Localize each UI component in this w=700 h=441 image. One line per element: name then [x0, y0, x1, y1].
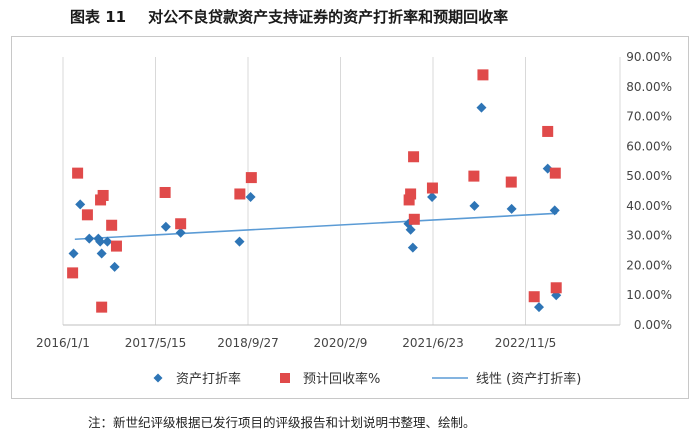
- discount-rate-point: [75, 199, 86, 210]
- y-tick-label: 80.00%: [626, 80, 672, 94]
- axes: 2016/1/1 2017/5/15 2018/9/27 2020/2/9 2021/6…: [36, 50, 672, 350]
- recovery-rate-point: [245, 172, 257, 184]
- figure-caption: 对公不良贷款资产支持证券的资产打折率和预期回收率: [148, 8, 509, 26]
- recovery-rate-point: [549, 167, 561, 179]
- legend: 资产打折率 预计回收率% 线性 (资产打折率): [153, 371, 581, 387]
- recovery-rate-point: [426, 182, 438, 194]
- y-tick-label: 50.00%: [626, 169, 672, 183]
- trendline: [74, 212, 558, 241]
- y-tick-label: 20.00%: [626, 258, 672, 272]
- recovery-rate-point: [403, 194, 415, 206]
- x-tick-label: 2021/6/23: [402, 336, 464, 350]
- y-tick-label: 40.00%: [626, 199, 672, 213]
- discount-rate-point: [160, 221, 171, 232]
- recovery-rate-point: [67, 267, 79, 279]
- figure-number: 图表 11: [70, 8, 127, 26]
- discount-rate-point: [84, 233, 95, 244]
- recovery-rate-point: [81, 209, 93, 221]
- x-tick-label: 2022/11/5: [495, 336, 557, 350]
- y-tick-label: 70.00%: [626, 110, 672, 124]
- recovery-rate-point: [106, 219, 118, 231]
- discount-rate-point: [95, 236, 106, 247]
- discount-rate-point: [405, 224, 416, 235]
- discount-rate-point: [96, 248, 107, 259]
- recovery-rate-point: [408, 213, 420, 225]
- recovery-rate-point: [159, 186, 171, 198]
- discount-rate-point: [549, 205, 560, 216]
- legend-label: 预计回收率%: [303, 371, 380, 387]
- x-tick-label: 2016/1/1: [36, 336, 90, 350]
- y-tick-label: 10.00%: [626, 288, 672, 302]
- y-tick-label: 30.00%: [626, 229, 672, 243]
- recovery-rate-point: [96, 301, 108, 313]
- discount-rate-point: [175, 227, 186, 238]
- discount-rate-point: [245, 191, 256, 202]
- recovery-rate-point: [468, 170, 480, 182]
- legend-diamond-swatch: [153, 373, 163, 383]
- marks-layer: [67, 69, 562, 313]
- x-tick-label: 2018/9/27: [217, 336, 279, 350]
- discount-rate-point: [68, 248, 79, 259]
- figure-title: 图表 11 对公不良贷款资产支持证券的资产打折率和预期回收率: [70, 6, 508, 27]
- legend-square-swatch: [280, 373, 290, 383]
- recovery-rate-point: [97, 189, 109, 201]
- recovery-rate-point: [110, 240, 122, 252]
- discount-rate-point: [102, 236, 113, 247]
- trendline-layer: [74, 212, 558, 241]
- recovery-rate-point: [72, 167, 84, 179]
- recovery-rate-point: [528, 291, 540, 303]
- recovery-rate-point: [477, 69, 489, 81]
- discount-rate-point: [476, 102, 487, 113]
- gridlines: [62, 57, 621, 325]
- discount-rate-point: [469, 200, 480, 211]
- y-tick-label: 90.00%: [626, 50, 672, 64]
- discount-rate-point: [534, 302, 545, 313]
- recovery-rate-point: [408, 151, 420, 163]
- legend-label: 资产打折率: [176, 371, 241, 387]
- recovery-rate-point: [405, 188, 417, 200]
- discount-rate-point: [234, 236, 245, 247]
- recovery-rate-point: [550, 282, 562, 294]
- recovery-rate-point: [234, 188, 246, 200]
- footnote: 注：新世纪评级根据已发行项目的评级报告和计划说明书整理、绘制。: [88, 415, 476, 430]
- legend-label: 线性 (资产打折率): [476, 371, 581, 387]
- x-tick-label: 2020/2/9: [314, 336, 368, 350]
- chart-frame: [11, 36, 689, 399]
- y-tick-label: 60.00%: [626, 139, 672, 153]
- discount-rate-point: [506, 203, 517, 214]
- discount-rate-point: [109, 261, 120, 272]
- discount-rate-point: [407, 242, 418, 253]
- recovery-rate-point: [175, 218, 187, 230]
- recovery-rate-point: [542, 125, 554, 137]
- recovery-rate-point: [505, 176, 517, 188]
- x-tick-label: 2017/5/15: [125, 336, 187, 350]
- y-tick-label: 0.00%: [634, 318, 672, 332]
- discount-rate-point: [427, 191, 438, 202]
